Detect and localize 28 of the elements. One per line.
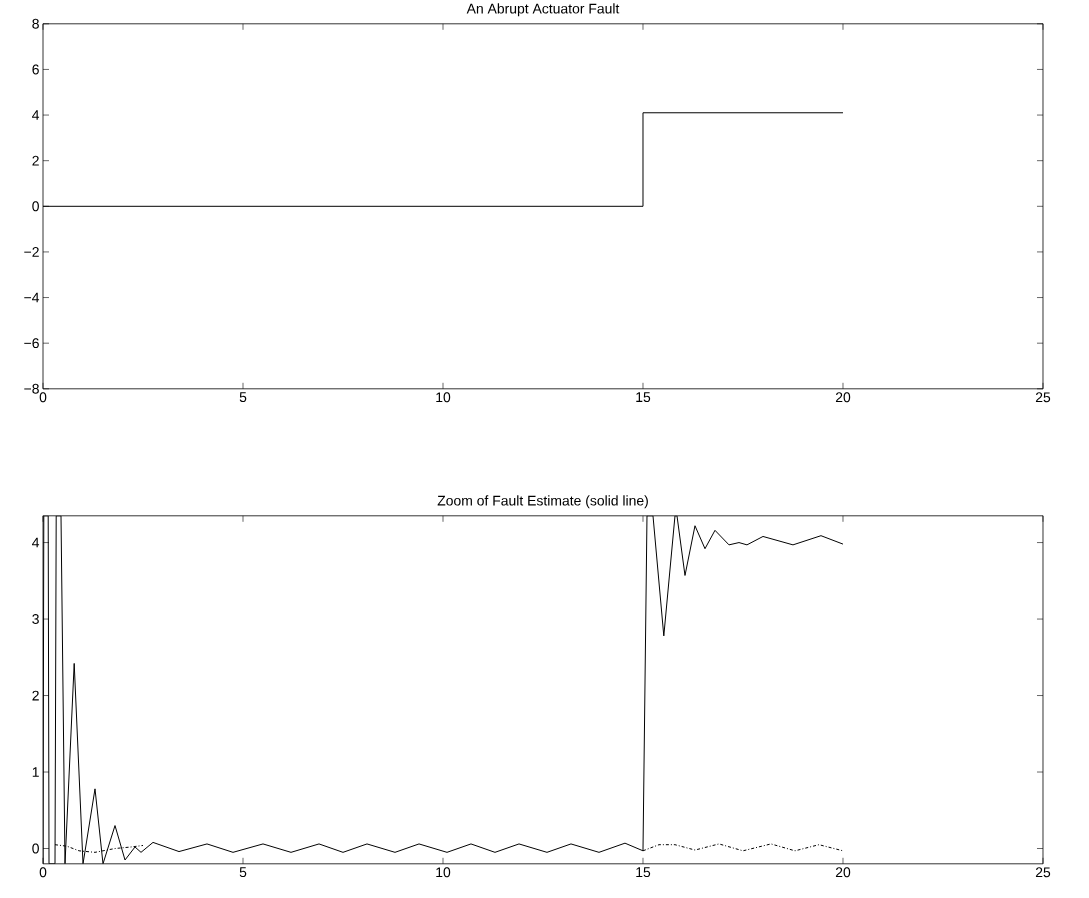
y-tick-label: 0 <box>32 201 39 212</box>
x-tick-label: 0 <box>39 867 47 878</box>
x-tick-label: 10 <box>436 867 451 878</box>
chart-title: Zoom of Fault Estimate (solid line) <box>437 495 648 509</box>
y-tick-label: 0 <box>32 843 39 854</box>
x-tick-label: 20 <box>835 867 851 878</box>
x-tick-label: 15 <box>636 867 651 878</box>
y-tick-label: 3 <box>32 614 39 625</box>
x-tick-label: 10 <box>436 392 451 403</box>
y-tick-label: 4 <box>32 110 40 120</box>
y-tick-label: 2 <box>32 690 39 701</box>
x-tick-label: 20 <box>835 392 851 403</box>
y-tick-label: 8 <box>32 18 39 29</box>
x-tick-label: 5 <box>239 867 247 878</box>
y-tick-label: 2 <box>32 155 39 166</box>
y-tick-label: 1 <box>32 767 39 777</box>
y-tick-label: −4 <box>24 292 40 303</box>
y-tick-label: 6 <box>32 64 39 75</box>
y-tick-label: 4 <box>32 537 40 548</box>
x-tick-label: 25 <box>1035 392 1051 403</box>
y-tick-label: −6 <box>24 338 39 349</box>
y-tick-label: −8 <box>24 383 39 394</box>
x-tick-label: 25 <box>1035 867 1051 878</box>
x-tick-label: 0 <box>39 392 47 403</box>
chart-title: An Abrupt Actuator Fault <box>466 3 620 17</box>
x-tick-label: 15 <box>636 392 651 403</box>
y-tick-label: −2 <box>24 247 39 257</box>
x-tick-label: 5 <box>239 392 247 403</box>
